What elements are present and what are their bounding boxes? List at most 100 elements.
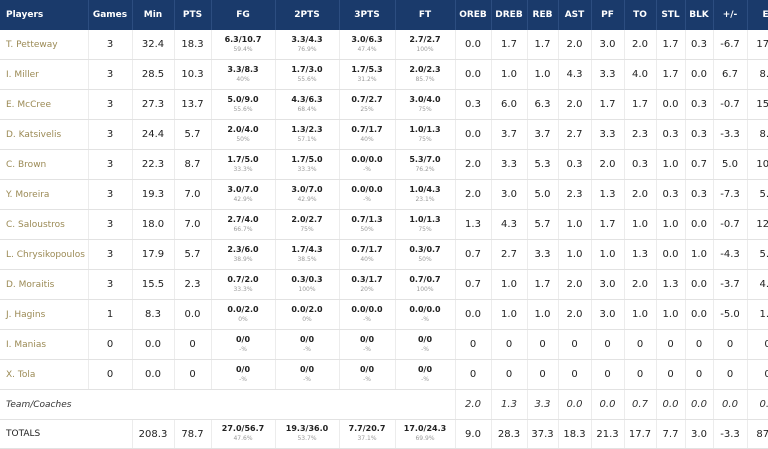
ft-cell-percentage: 100%	[416, 285, 434, 293]
3pts-cell-percentage: 25%	[360, 105, 374, 113]
pts-cell: 7.0	[174, 209, 212, 240]
ft-cell-percentage: 75%	[418, 105, 432, 113]
oreb-cell: 0.0	[455, 59, 492, 90]
player-name[interactable]: C. Brown	[0, 149, 89, 180]
table-row: J. Hagins 1 8.3 0.0 0.0/2.0 0% 0.0/2.0 0% 0.0/0.…	[0, 299, 768, 330]
player-name[interactable]: D. Moraitis	[0, 269, 89, 300]
fg-cell-made-attempted: 2.0/4.0	[227, 124, 259, 134]
3pts-cell-percentage: -%	[363, 345, 371, 353]
col-header-pf[interactable]: PF	[591, 0, 625, 30]
dreb-cell: 1.0	[491, 299, 528, 330]
to-cell: 1.3	[624, 239, 657, 270]
2pts-cell-made-attempted: 0/0	[299, 334, 315, 344]
stl-cell: 0	[656, 329, 686, 360]
ef-cell: 8.0	[747, 59, 768, 90]
col-header-games[interactable]: Games	[88, 0, 133, 30]
fg-cell-made-attempted: 0.7/2.0	[227, 274, 259, 284]
3pts-cell: 0.0/0.0 -%	[339, 299, 396, 330]
ast-cell: 0.3	[558, 149, 592, 180]
min-cell: 0.0	[132, 359, 175, 390]
player-name[interactable]: J. Hagins	[0, 299, 89, 330]
player-name[interactable]: I. Miller	[0, 59, 89, 90]
3pts-cell-percentage: -%	[363, 315, 371, 323]
oreb-cell: 1.3	[455, 209, 492, 240]
player-name[interactable]: D. Katsivelis	[0, 119, 89, 150]
pf-cell: 0.0	[591, 389, 625, 420]
ft-cell-percentage: 75%	[418, 135, 432, 143]
fg-cell-percentage: -%	[239, 375, 247, 383]
pm-cell: 0	[713, 359, 748, 390]
ast-cell: 2.0	[558, 30, 592, 60]
oreb-cell: 0.0	[455, 119, 492, 150]
pts-cell: 13.7	[174, 89, 212, 120]
min-cell: 32.4	[132, 30, 175, 60]
min-cell: 19.3	[132, 179, 175, 210]
col-header-oreb[interactable]: OREB	[455, 0, 492, 30]
3pts-cell: 0/0 -%	[339, 329, 396, 360]
col-header-stl[interactable]: STL	[656, 0, 686, 30]
col-header-2pts[interactable]: 2PTS	[275, 0, 340, 30]
pm-cell: 5.0	[713, 149, 748, 180]
col-header-to[interactable]: TO	[624, 0, 657, 30]
table-row: C. Saloustros 3 18.0 7.0 2.7/4.0 66.7% 2.0/2.7…	[0, 209, 768, 240]
ef-cell: 15.7	[747, 89, 768, 120]
2pts-cell-made-attempted: 1.7/4.3	[291, 244, 323, 254]
3pts-cell: 0.0/0.0 -%	[339, 149, 396, 180]
3pts-cell: 3.0/6.3 47.4%	[339, 30, 396, 60]
col-header-fg[interactable]: FG	[211, 0, 276, 30]
col-header-ast[interactable]: AST	[558, 0, 592, 30]
player-name[interactable]: X. Tola	[0, 359, 89, 390]
col-header-3pts[interactable]: 3PTS	[339, 0, 396, 30]
reb-cell: 0	[527, 329, 559, 360]
player-name[interactable]: L. Chrysikopoulos	[0, 239, 89, 270]
stl-cell: 0.3	[656, 179, 686, 210]
player-name[interactable]: E. McCree	[0, 89, 89, 120]
3pts-cell: 0.7/2.7 25%	[339, 89, 396, 120]
dreb-cell: 1.3	[491, 389, 528, 420]
col-header-blk[interactable]: BLK	[685, 0, 714, 30]
player-name[interactable]: I. Manias	[0, 329, 89, 360]
ft-cell-made-attempted: 2.0/2.3	[409, 64, 441, 74]
min-cell: 17.9	[132, 239, 175, 270]
player-name[interactable]: Y. Moreira	[0, 179, 89, 210]
3pts-cell-percentage: -%	[363, 165, 371, 173]
ef-cell: 17.7	[747, 30, 768, 60]
2pts-cell-percentage: 53.7%	[297, 435, 317, 442]
col-header-ef[interactable]: Ef	[747, 0, 768, 30]
table-row: E. McCree 3 27.3 13.7 5.0/9.0 55.6% 4.3/6.3 68.…	[0, 89, 768, 120]
fg-cell: 3.3/8.3 40%	[211, 59, 276, 90]
to-cell: 0	[624, 359, 657, 390]
ft-cell-percentage: 23.1%	[415, 195, 435, 203]
2pts-cell: 19.3/36.0 53.7%	[275, 419, 340, 449]
fg-cell: 0.7/2.0 33.3%	[211, 269, 276, 300]
stl-cell: 0.0	[656, 239, 686, 270]
2pts-cell-made-attempted: 0.3/0.3	[291, 274, 323, 284]
col-header-ft[interactable]: FT	[395, 0, 456, 30]
min-cell: 15.5	[132, 269, 175, 300]
pm-cell: 0	[713, 329, 748, 360]
col-header-dreb[interactable]: DREB	[491, 0, 528, 30]
fg-cell-made-attempted: 3.3/8.3	[227, 64, 259, 74]
stl-cell: 0.3	[656, 119, 686, 150]
oreb-cell: 2.0	[455, 179, 492, 210]
col-header-reb[interactable]: REB	[527, 0, 559, 30]
2pts-cell: 0.3/0.3 100%	[275, 269, 340, 300]
ft-cell-percentage: -%	[421, 345, 429, 353]
3pts-cell-made-attempted: 0.0/0.0	[351, 304, 383, 314]
dreb-cell: 4.3	[491, 209, 528, 240]
blk-cell: 0	[685, 329, 714, 360]
dreb-cell: 1.0	[491, 59, 528, 90]
totals-label: TOTALS	[0, 419, 133, 449]
fg-cell-made-attempted: 6.3/10.7	[224, 34, 262, 44]
ast-cell: 18.3	[558, 419, 592, 449]
player-name[interactable]: T. Petteway	[0, 30, 89, 60]
col-header-pts[interactable]: PTS	[174, 0, 212, 30]
col-header-plus-minus[interactable]: +/-	[713, 0, 748, 30]
col-header-players[interactable]: Players	[0, 0, 89, 30]
fg-cell-made-attempted: 0/0	[235, 364, 251, 374]
player-name[interactable]: C. Saloustros	[0, 209, 89, 240]
fg-cell: 0/0 -%	[211, 359, 276, 390]
col-header-min[interactable]: Min	[132, 0, 175, 30]
team-coaches-row: Team/Coaches 2.0 1.3 3.3 0.0 0.0 0.7 0.0 0.0 0.0 0…	[0, 389, 768, 420]
